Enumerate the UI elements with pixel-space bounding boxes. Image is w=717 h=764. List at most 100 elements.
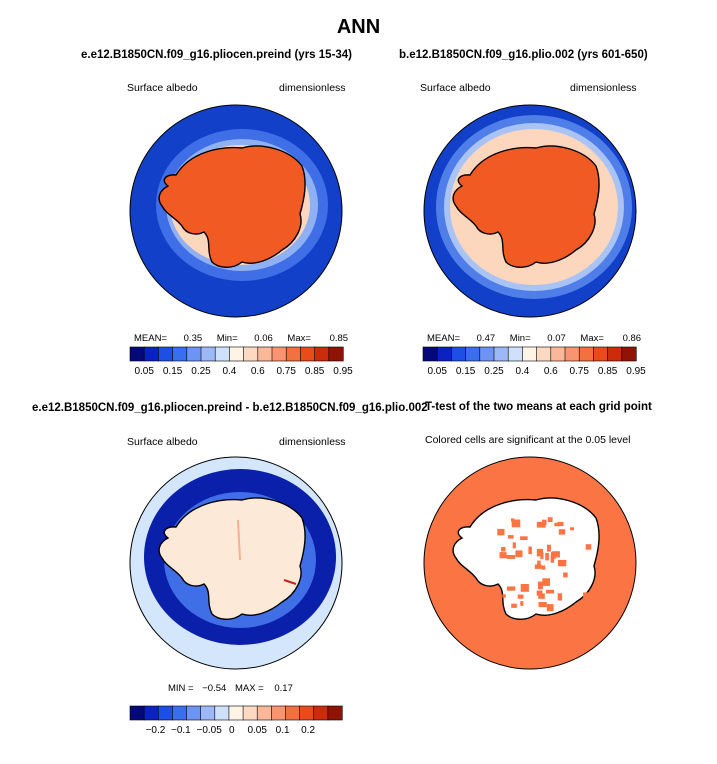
- significant-cell: [537, 581, 543, 590]
- colorbar-swatch: [200, 705, 216, 721]
- colorbar-swatch: [143, 346, 159, 362]
- colorbar-tick-label: 0.85: [305, 366, 325, 377]
- colorbar-swatch: [578, 346, 595, 362]
- colorbar-swatch: [522, 346, 538, 362]
- colorbar-swatch: [550, 346, 566, 362]
- land-insignificant: [452, 497, 600, 620]
- colorbar-swatch: [465, 346, 481, 362]
- significant-cell: [506, 555, 516, 559]
- significant-cell: [557, 593, 563, 601]
- colorbar-tick-label: −0.2: [146, 725, 166, 736]
- colorbar-swatch: [314, 346, 330, 362]
- significant-cell: [557, 521, 564, 527]
- significant-cell: [536, 521, 546, 528]
- significant-cell: [512, 542, 516, 549]
- colorbar-tick-label: 0.15: [456, 366, 476, 377]
- max-value: 0.85: [329, 333, 349, 344]
- figure-title: ANN: [336, 16, 381, 38]
- mean-value: 0.47: [476, 333, 496, 344]
- land: [158, 497, 306, 620]
- max-anomaly: [283, 579, 297, 585]
- colorbar-tick-label: −0.05: [196, 725, 222, 736]
- significant-cell: [511, 519, 521, 528]
- significant-cell: [542, 578, 550, 586]
- colorbar-swatch: [422, 346, 438, 362]
- colorbar-tick-label: −0.1: [171, 725, 191, 736]
- panel-1-variable: Surface albedo: [127, 82, 198, 94]
- colorbar-panel-3: −0.2 −0.1 −0.05 0 0.05 0.1 0.2: [129, 705, 343, 736]
- significant-cell: [501, 547, 506, 552]
- colorbar-swatch: [257, 346, 273, 362]
- significant-cell: [538, 602, 547, 608]
- map-border: [129, 104, 343, 318]
- significant-cell: [546, 604, 554, 612]
- colorbar-swatch: [228, 705, 244, 721]
- colorbar-swatch: [479, 346, 495, 362]
- significant-cell: [520, 536, 528, 540]
- colorbar-swatch: [143, 705, 159, 721]
- panel-3-title: e.e12.B1850CN.f09_g16.pliocen.preind - b…: [32, 402, 428, 414]
- max-label: MAX =: [234, 683, 264, 694]
- panel-2-title: b.e12.B1850CN.f09_g16.plio.002 (yrs 601-…: [399, 49, 648, 61]
- colorbar-swatch: [186, 705, 202, 721]
- colorbar-tick-label: 0.6: [251, 366, 265, 377]
- colorbar-swatch: [436, 346, 453, 362]
- colorbar-swatch: [536, 346, 552, 362]
- min-value: 0.06: [254, 333, 273, 344]
- colorbar-tick-label: 0.95: [333, 366, 353, 377]
- mean-label: MEAN=: [134, 333, 167, 344]
- colorbar-tick-label: 0.05: [247, 725, 267, 736]
- max-label: Max=: [287, 333, 311, 344]
- colorbar-tick-label: 0: [229, 725, 235, 736]
- panel-1-map: [129, 104, 343, 318]
- significant-cell: [545, 552, 549, 561]
- colorbar-swatch: [186, 346, 202, 362]
- colorbar-swatch: [564, 346, 580, 362]
- significant-cell: [502, 594, 506, 598]
- colorbar-swatch: [172, 705, 188, 721]
- significant-cell: [547, 517, 553, 522]
- significant-cell: [558, 529, 566, 535]
- panel-3-map: [129, 456, 343, 670]
- panel-3-variable: Surface albedo: [127, 436, 198, 448]
- colorbar-tick-label: 0.6: [544, 366, 558, 377]
- significant-cell: [541, 565, 546, 570]
- significant-cell: [583, 592, 591, 599]
- min-label: Min=: [216, 333, 238, 344]
- significant-cell: [547, 544, 551, 552]
- colorbar-tick-label: 0.25: [484, 366, 504, 377]
- colorbar-tick-label: 0.2: [301, 725, 315, 736]
- colorbar-panel-1: 0.05 0.15 0.25 0.4 0.6 0.75 0.85 0.95: [129, 346, 353, 377]
- min-value: 0.07: [547, 333, 566, 344]
- significant-cell: [497, 528, 505, 536]
- colorbar-swatch: [172, 346, 188, 362]
- significant-cell: [563, 572, 568, 578]
- min-label: MIN =: [168, 683, 194, 694]
- significant-cell: [538, 593, 545, 599]
- significant-cell: [528, 546, 532, 555]
- colorbar-swatch: [507, 346, 524, 362]
- colorbar-tick-label: 0.95: [626, 366, 646, 377]
- colorbar-tick-label: 0.75: [276, 366, 296, 377]
- significant-cell: [536, 548, 543, 557]
- colorbar-tick-label: 0.75: [569, 366, 589, 377]
- significant-specks: [497, 517, 592, 612]
- colorbar-swatch: [328, 346, 344, 362]
- colorbar-swatch: [451, 346, 467, 362]
- significant-cell: [536, 590, 543, 596]
- mean-label: MEAN=: [427, 333, 460, 344]
- max-value: 0.86: [622, 333, 642, 344]
- significant-cell: [511, 518, 515, 522]
- significant-cell: [570, 527, 575, 531]
- significant-cell: [515, 550, 523, 558]
- significant-cell: [537, 560, 541, 568]
- colorbar-swatch: [158, 346, 174, 362]
- max-label: Max=: [580, 333, 604, 344]
- colorbar-swatch: [256, 705, 272, 721]
- colorbar-swatch: [313, 705, 329, 721]
- colorbar-tick-label: 0.4: [222, 366, 236, 377]
- panel-2-variable: Surface albedo: [420, 82, 491, 94]
- panel-3-stats: MIN = −0.54 MAX = 0.17: [168, 683, 293, 694]
- panel-2-units: dimensionless: [570, 82, 637, 94]
